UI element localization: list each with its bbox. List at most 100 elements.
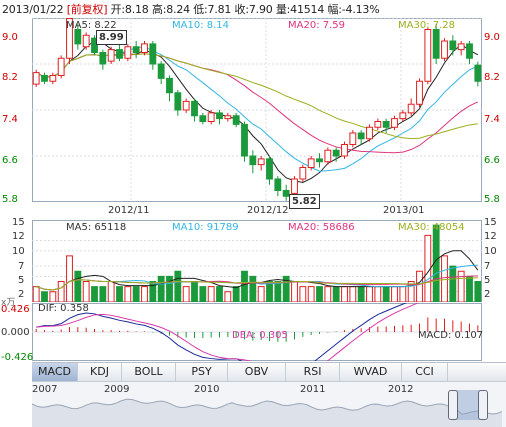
timeline-area [32, 399, 502, 427]
candle-body [82, 34, 90, 48]
candle-body [466, 43, 473, 59]
volume-bar [399, 286, 407, 302]
volume-bar [174, 270, 182, 302]
volume-bar [349, 286, 357, 302]
volume-chart[interactable] [32, 220, 482, 302]
candle-body [232, 115, 240, 125]
candle-body [74, 29, 82, 45]
candle-body [474, 64, 482, 82]
min-price-callout: 5.82 [289, 194, 320, 209]
timeline-right-handle[interactable] [478, 390, 488, 420]
tab-boll[interactable]: BOLL [122, 363, 176, 381]
vol-ytick: 5 [18, 275, 25, 286]
vol-ytick-right: 5 [484, 275, 491, 286]
candlestick-chart[interactable] [32, 18, 482, 202]
candle-body [32, 72, 40, 85]
candle-body [407, 103, 415, 114]
candle-body [316, 158, 323, 163]
dea-line [36, 303, 419, 361]
dif-line [36, 303, 407, 361]
indicator-tabbar: MACD KDJ BOLL PSY OBV RSI WVAD CCI [32, 362, 506, 382]
candle-body [291, 178, 298, 194]
volume-panel[interactable] [32, 220, 482, 302]
volume-bar [324, 286, 332, 302]
volume-bar [149, 281, 157, 302]
candle-body [149, 43, 157, 65]
tab-wvad[interactable]: WVAD [340, 363, 402, 381]
candle-body [124, 46, 132, 59]
volume-label: 量: [275, 3, 291, 16]
timeline-year: 2007 [32, 384, 58, 395]
tab-macd[interactable]: MACD [32, 363, 78, 381]
price-ma30-label: MA30: 7.28 [398, 20, 456, 31]
volume-bar [332, 286, 340, 302]
candle-body [116, 49, 123, 59]
price-ma5-label: MA5: 8.22 [66, 20, 117, 31]
date-tick: 2013/01 [383, 205, 425, 216]
volume-bar [74, 270, 82, 302]
candle-body [274, 178, 282, 191]
volume-bar [216, 286, 223, 302]
tab-rsi[interactable]: RSI [286, 363, 340, 381]
candle-body [182, 100, 190, 111]
change-label: 幅: [327, 3, 342, 16]
candle-body [307, 158, 315, 168]
timeline-left-handle[interactable] [448, 390, 458, 420]
low-label: 低: [193, 3, 208, 16]
candle-body [432, 29, 440, 59]
candle-body [341, 144, 348, 157]
volume-bar [182, 286, 190, 302]
volume-bar [82, 281, 90, 302]
candle-body [357, 132, 365, 140]
volume-bar [474, 281, 482, 302]
vol-ytick-right: 7 [484, 261, 491, 272]
candle-body [391, 118, 398, 128]
candle-body [266, 158, 273, 180]
candle-body [374, 121, 382, 128]
tab-psy[interactable]: PSY [176, 363, 228, 381]
adjust-mode[interactable]: [前复权] [66, 3, 108, 16]
volume-bar [357, 286, 365, 302]
volume-bar [91, 286, 98, 302]
volume-bar [124, 286, 132, 302]
candle-body [99, 52, 107, 65]
high-label: 高: [151, 3, 167, 16]
candle-body [107, 49, 115, 62]
tab-obv[interactable]: OBV [228, 363, 286, 381]
vol-ytick: 2 [18, 289, 25, 300]
vol-ma20-label: MA20: 58686 [288, 222, 355, 233]
candle-body [66, 18, 73, 59]
candle-body [457, 43, 465, 51]
volume-bar [132, 286, 140, 302]
price-ytick-right: 7.4 [484, 114, 500, 125]
close-label: 收: [234, 3, 250, 16]
price-ytick-right: 8.2 [484, 72, 500, 83]
timeline-year: 2009 [104, 384, 130, 395]
candle-body [132, 46, 140, 53]
dea-label: DEA: 0.305 [232, 330, 288, 341]
price-ytick-left: 7.4 [2, 114, 18, 125]
volume-bar [199, 286, 207, 302]
max-price-callout: 8.99 [96, 30, 127, 45]
volume-bar [141, 286, 148, 302]
timeline-navigator[interactable]: 2007 2009 2010 2011 2012 [32, 381, 506, 427]
volume-bar [224, 291, 232, 302]
candle-body [449, 40, 457, 51]
vol-ma10-label: MA10: 91789 [172, 222, 239, 233]
volume-bar [57, 281, 65, 302]
volume-bar [157, 275, 165, 302]
tab-cci[interactable]: CCI [402, 363, 448, 381]
volume-bar [441, 255, 448, 302]
volume-bar [282, 275, 290, 302]
candle-body [282, 190, 290, 197]
candle-body [166, 77, 173, 94]
tab-kdj[interactable]: KDJ [78, 363, 122, 381]
volume-bar [66, 255, 73, 302]
candle-body [399, 112, 407, 120]
macd-chart[interactable] [32, 303, 482, 361]
volume-bar [316, 286, 323, 302]
volume-bar [391, 286, 398, 302]
candle-body [216, 112, 223, 120]
volume-bar [457, 270, 465, 302]
macd-ytick: -0.426 [1, 352, 34, 363]
